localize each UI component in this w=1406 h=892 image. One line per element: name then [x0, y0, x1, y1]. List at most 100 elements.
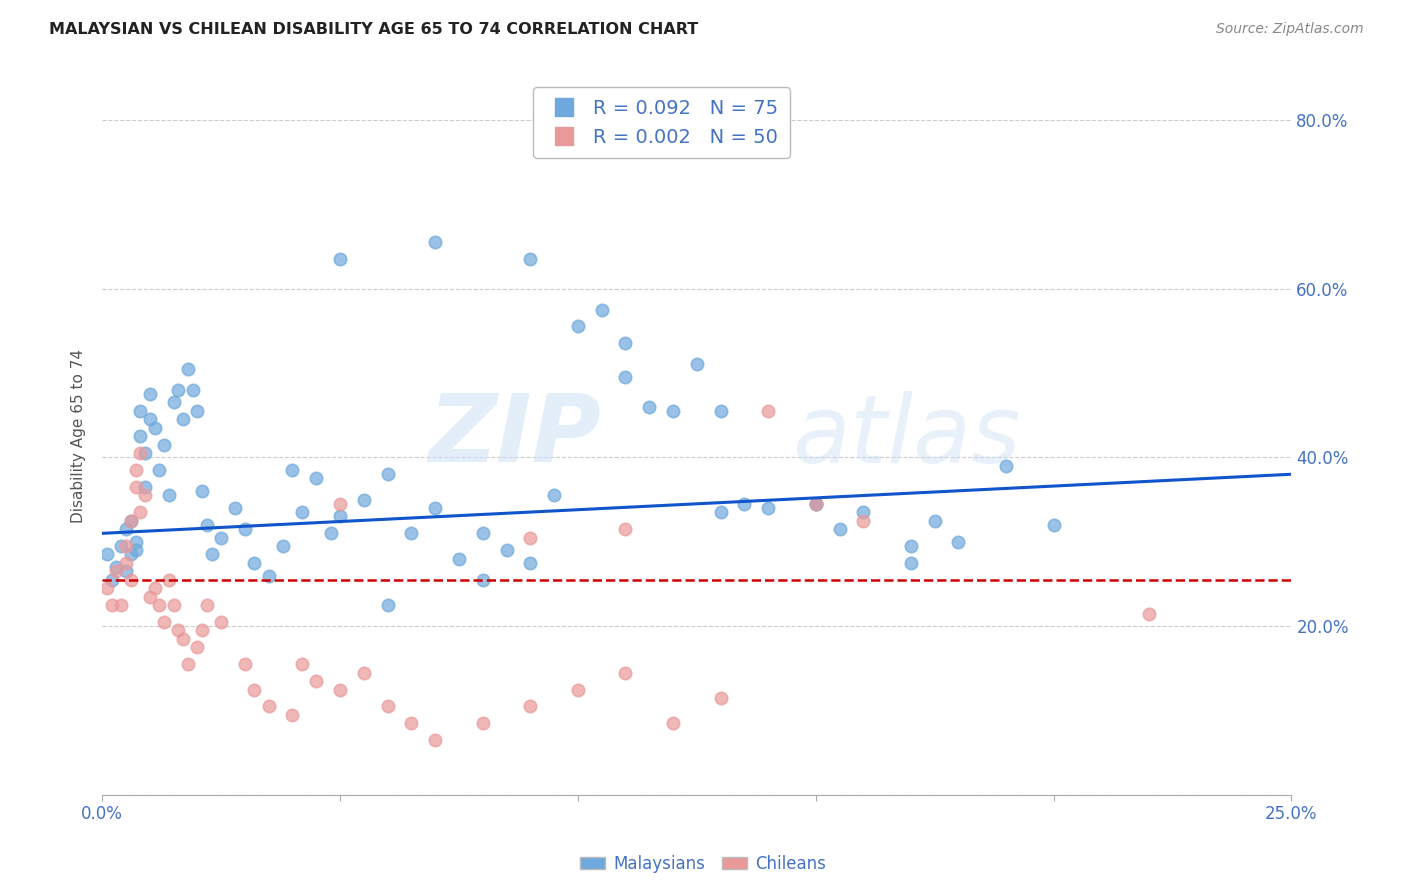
Point: [425, 733, 447, 747]
Point: [710, 404, 733, 418]
Point: [120, 573, 142, 587]
Point: [177, 657, 200, 672]
Point: [167, 383, 190, 397]
Point: [756, 404, 779, 418]
Point: [519, 531, 541, 545]
Point: [129, 446, 152, 460]
Point: [153, 438, 176, 452]
Point: [804, 497, 827, 511]
Point: [100, 573, 122, 587]
Point: [243, 556, 266, 570]
Point: [614, 665, 637, 680]
Point: [852, 514, 875, 528]
Point: [733, 497, 755, 511]
Point: [305, 674, 328, 689]
Point: [224, 501, 246, 516]
Point: [195, 517, 218, 532]
Point: [233, 522, 256, 536]
Point: [567, 319, 589, 334]
Point: [110, 539, 132, 553]
Point: [305, 471, 328, 485]
Point: [153, 615, 176, 629]
Point: [329, 509, 352, 524]
Point: [519, 252, 541, 266]
Point: [148, 598, 170, 612]
Legend: Malaysians, Chileans: Malaysians, Chileans: [574, 848, 832, 880]
Point: [900, 556, 922, 570]
Point: [129, 429, 152, 443]
Point: [120, 514, 142, 528]
Point: [401, 716, 423, 731]
Text: atlas: atlas: [792, 391, 1021, 482]
Point: [167, 624, 190, 638]
Point: [638, 400, 661, 414]
Point: [243, 682, 266, 697]
Point: [157, 488, 180, 502]
Point: [1137, 607, 1160, 621]
Point: [710, 505, 733, 519]
Point: [124, 480, 146, 494]
Point: [134, 480, 156, 494]
Point: [471, 526, 494, 541]
Point: [591, 302, 613, 317]
Point: [129, 505, 152, 519]
Point: [191, 624, 214, 638]
Point: [291, 505, 314, 519]
Point: [162, 598, 184, 612]
Point: [662, 716, 685, 731]
Point: [662, 404, 685, 418]
Point: [377, 598, 399, 612]
Point: [471, 573, 494, 587]
Point: [948, 534, 970, 549]
Point: [852, 505, 875, 519]
Point: [143, 421, 166, 435]
Point: [519, 556, 541, 570]
Point: [924, 514, 946, 528]
Point: [495, 543, 517, 558]
Point: [447, 551, 470, 566]
Point: [115, 522, 138, 536]
Point: [401, 526, 423, 541]
Text: Source: ZipAtlas.com: Source: ZipAtlas.com: [1216, 22, 1364, 37]
Point: [614, 336, 637, 351]
Point: [115, 556, 138, 570]
Point: [186, 640, 208, 655]
Point: [257, 568, 280, 582]
Point: [804, 497, 827, 511]
Point: [257, 699, 280, 714]
Point: [567, 682, 589, 697]
Point: [105, 565, 128, 579]
Point: [177, 361, 200, 376]
Point: [96, 548, 118, 562]
Point: [195, 598, 218, 612]
Text: ZIP: ZIP: [429, 391, 602, 483]
Point: [139, 412, 162, 426]
Point: [191, 484, 214, 499]
Point: [201, 548, 224, 562]
Legend: R = 0.092   N = 75, R = 0.002   N = 50: R = 0.092 N = 75, R = 0.002 N = 50: [533, 87, 790, 158]
Point: [291, 657, 314, 672]
Point: [377, 699, 399, 714]
Point: [134, 488, 156, 502]
Point: [209, 531, 232, 545]
Point: [129, 404, 152, 418]
Point: [425, 501, 447, 516]
Point: [105, 560, 128, 574]
Point: [686, 358, 709, 372]
Y-axis label: Disability Age 65 to 74: Disability Age 65 to 74: [72, 350, 86, 524]
Point: [143, 581, 166, 595]
Point: [281, 463, 304, 477]
Point: [519, 699, 541, 714]
Point: [139, 387, 162, 401]
Point: [471, 716, 494, 731]
Point: [157, 573, 180, 587]
Point: [115, 565, 138, 579]
Point: [804, 497, 827, 511]
Point: [115, 539, 138, 553]
Point: [756, 501, 779, 516]
Point: [353, 665, 375, 680]
Point: [181, 383, 204, 397]
Point: [120, 548, 142, 562]
Point: [900, 539, 922, 553]
Point: [353, 492, 375, 507]
